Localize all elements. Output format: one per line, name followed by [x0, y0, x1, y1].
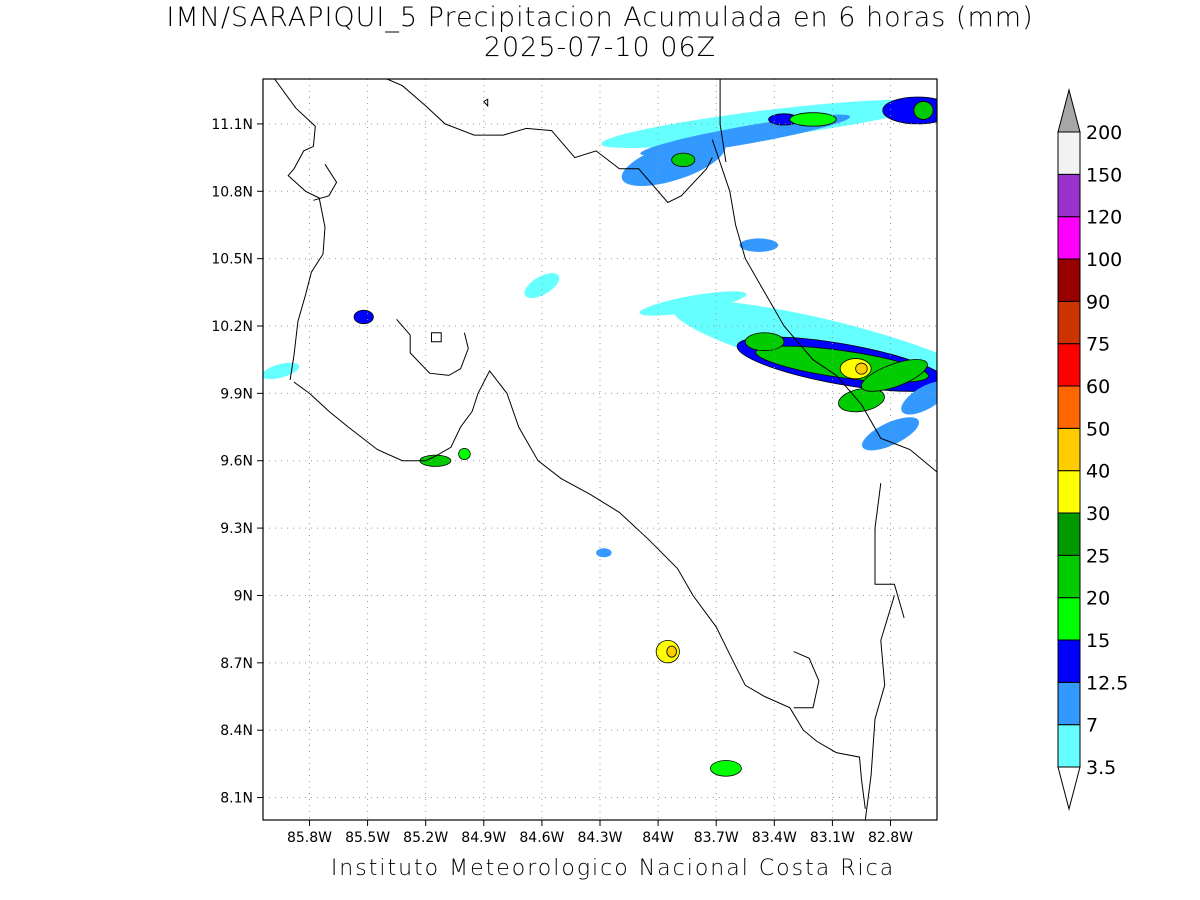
coastline: [386, 79, 713, 204]
precip-cell: [458, 447, 471, 461]
precip-cell: [263, 362, 300, 380]
colorbar-label: 150: [1086, 164, 1122, 186]
colorbar: 3.5 7 12.5 15 20 25 30 40 50 60 75 90 100 120 150 200: [1057, 88, 1128, 811]
lat-tick-label: 9.3N: [220, 521, 253, 537]
precip-cell: [861, 359, 928, 392]
lon-tick-label: 84.3W: [577, 830, 622, 846]
colorbar-swatch: [1057, 427, 1081, 472]
colorbar-label: 30: [1086, 503, 1110, 525]
colorbar-under-arrow: [1057, 766, 1081, 811]
colorbar-swatch: [1057, 173, 1081, 218]
lon-tick-label: 85.8W: [287, 830, 332, 846]
colorbar-swatch: [1057, 597, 1081, 641]
precip-cell: [524, 273, 560, 299]
coastline: [793, 651, 820, 709]
precip-cell: [353, 309, 374, 325]
colorbar-label: 3.5: [1086, 757, 1116, 779]
precip-cell: [739, 238, 779, 252]
colorbar-label: 60: [1086, 376, 1110, 398]
map-frame: [262, 78, 938, 821]
colorbar-swatch: [1057, 300, 1081, 345]
precip-cell: [596, 548, 612, 558]
footer-credit: Instituto Meteorologico Nacional Costa R…: [330, 856, 896, 881]
precip-cell: [709, 760, 742, 777]
colorbar-swatch: [1057, 131, 1081, 175]
lat-tick-label: 9.9N: [220, 386, 253, 402]
precip-cell: [855, 362, 868, 375]
lon-tick-label: 85.2W: [403, 830, 448, 846]
lon-tick-label: 83.4W: [752, 830, 797, 846]
colorbar-label: 120: [1086, 207, 1122, 229]
chart-title: IMN/SARAPIQUI_5 Precipitacion Acumulada …: [166, 2, 1034, 33]
colorbar-swatch: [1057, 512, 1081, 556]
country-border: [719, 79, 727, 163]
colorbar-label: 200: [1086, 122, 1122, 144]
coastline: [874, 483, 905, 619]
chart-subtitle-date: 2025-07-10 06Z: [483, 32, 717, 63]
colorbar-label: 90: [1086, 291, 1110, 313]
coastline: [274, 79, 326, 380]
colorbar-swatch: [1057, 681, 1081, 726]
lat-tick-label: 10.8N: [211, 184, 253, 200]
coastline: [711, 139, 937, 473]
precip-cell: [913, 101, 934, 120]
lake-outline: [483, 98, 489, 108]
lat-tick-label: 8.7N: [220, 656, 253, 672]
colorbar-label: 40: [1086, 461, 1110, 483]
precip-cell: [744, 332, 785, 352]
colorbar-swatch: [1057, 216, 1081, 260]
colorbar-label: 7: [1086, 715, 1098, 737]
coastline: [293, 369, 866, 809]
coastline-layer: [274, 79, 937, 820]
colorbar-swatch: [1057, 639, 1081, 683]
coastline: [313, 164, 338, 201]
lat-tick-label: 10.2N: [211, 319, 253, 335]
colorbar-label: 15: [1086, 630, 1110, 652]
colorbar-swatch: [1057, 258, 1081, 302]
lat-tick-label: 11.1N: [211, 117, 253, 133]
colorbar-swatch: [1057, 385, 1081, 429]
precip-cell: [671, 152, 696, 167]
lat-tick-label: 9.6N: [220, 454, 253, 470]
lon-tick-label: 85.5W: [345, 830, 390, 846]
precipitation-layer: [263, 96, 937, 777]
country-border: [864, 595, 895, 820]
lat-tick-label: 8.1N: [220, 791, 253, 807]
coastline: [396, 318, 469, 376]
lon-tick-label: 84.9W: [461, 830, 506, 846]
lon-tick-label: 84.6W: [519, 830, 564, 846]
colorbar-swatch: [1057, 343, 1081, 387]
lon-tick-label: 82.8W: [868, 830, 913, 846]
colorbar-over-arrow: [1057, 88, 1081, 133]
lon-tick-label: 83.7W: [694, 830, 739, 846]
precip-cell: [901, 381, 937, 415]
axis-labels: 85.8W 85.5W 85.2W 84.9W 84.6W 84.3W 84W 83.7W 83…: [211, 117, 913, 846]
colorbar-swatch: [1057, 724, 1081, 768]
colorbar-label: 25: [1086, 545, 1110, 567]
lon-tick-label: 84W: [642, 830, 674, 846]
colorbar-swatch: [1057, 470, 1081, 514]
colorbar-swatch: [1057, 554, 1081, 599]
graticule-grid: [263, 79, 937, 820]
precip-cell: [789, 112, 837, 127]
lat-tick-label: 9N: [234, 588, 253, 604]
lon-tick-label: 83.1W: [810, 830, 855, 846]
lat-tick-label: 8.4N: [220, 723, 253, 739]
lake-outline: [431, 332, 442, 343]
lat-tick-label: 10.5N: [211, 252, 253, 268]
colorbar-label: 50: [1086, 418, 1110, 440]
colorbar-label: 100: [1086, 249, 1122, 271]
colorbar-label: 12.5: [1086, 672, 1128, 694]
colorbar-label: 20: [1086, 588, 1110, 610]
precip-cell: [666, 645, 677, 658]
colorbar-label: 75: [1086, 334, 1110, 356]
precip-cell: [639, 291, 747, 316]
precip-cell: [838, 387, 885, 413]
